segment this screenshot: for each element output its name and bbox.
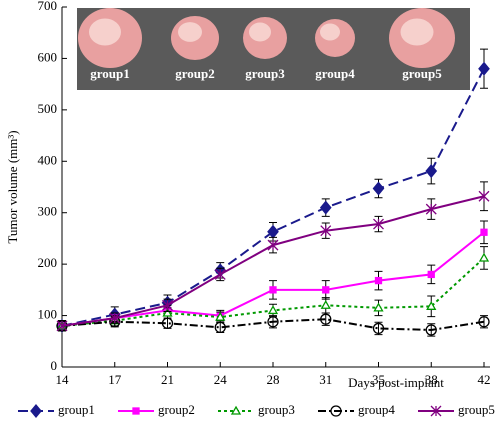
y-axis-label: Tumor volume (mm³) [5, 130, 20, 243]
data-point [372, 181, 385, 196]
legend-marker [430, 405, 442, 417]
y-tick-label: 500 [38, 101, 58, 116]
error-bar [374, 321, 383, 336]
legend-label: group4 [358, 402, 395, 417]
legend-marker [30, 403, 42, 419]
inset-label: group1 [90, 66, 130, 81]
legend-label: group2 [158, 402, 195, 417]
data-point [161, 317, 174, 329]
x-tick-label: 14 [56, 372, 70, 387]
data-point [56, 320, 68, 332]
data-point [374, 276, 383, 285]
x-tick-label: 35 [372, 372, 385, 387]
data-point [322, 286, 330, 294]
tumor-highlight [400, 18, 434, 46]
data-point [425, 324, 437, 336]
legend-marker [230, 405, 242, 415]
data-point [427, 270, 435, 279]
data-point [214, 268, 226, 280]
data-point [214, 321, 226, 334]
x-tick-label: 17 [108, 372, 122, 387]
data-point [162, 307, 173, 317]
data-point [320, 299, 331, 309]
data-point [425, 203, 437, 215]
data-point [426, 301, 437, 310]
x-tick-label: 28 [267, 372, 280, 387]
legend-marker [132, 407, 140, 415]
inset-label: group4 [315, 66, 355, 81]
data-point [478, 61, 490, 76]
data-point [478, 190, 490, 202]
tumor-highlight [249, 22, 271, 42]
series-line [61, 318, 485, 331]
tumor-highlight [320, 23, 340, 41]
data-point [267, 305, 279, 315]
inset-label: group3 [245, 66, 285, 81]
y-tick-label: 400 [38, 152, 58, 167]
data-point [319, 200, 332, 215]
x-tick-label: 31 [319, 372, 332, 387]
data-point [215, 311, 226, 321]
x-tick-label: 24 [214, 372, 228, 387]
data-point [480, 228, 488, 236]
data-point [425, 164, 438, 179]
legend-label: group1 [58, 402, 95, 417]
y-tick-label: 100 [38, 307, 58, 322]
data-point [269, 286, 277, 294]
x-axis-label: Days post-implant [348, 375, 444, 390]
data-point [372, 322, 385, 335]
data-point [478, 316, 490, 328]
inset-label: group5 [402, 66, 442, 81]
x-tick-label: 21 [161, 372, 174, 387]
x-tick-label: 38 [425, 372, 438, 387]
y-tick-label: 600 [38, 49, 58, 64]
y-tick-label: 0 [51, 358, 58, 373]
data-point [320, 313, 332, 325]
data-point [162, 299, 173, 311]
data-point [267, 224, 279, 239]
inset-label: group2 [175, 66, 215, 81]
data-point [478, 252, 490, 262]
y-tick-label: 700 [38, 0, 58, 13]
tumor-highlight [89, 18, 121, 46]
error-bar [321, 312, 330, 326]
legend-marker [330, 405, 342, 417]
tumor-highlight [178, 22, 202, 42]
data-point [267, 316, 279, 328]
legend-label: group3 [258, 402, 295, 417]
y-tick-label: 300 [38, 204, 58, 219]
data-point [320, 225, 332, 237]
data-point [373, 218, 384, 230]
legend-label: group5 [458, 402, 495, 417]
data-point [267, 239, 279, 251]
data-point [373, 302, 384, 312]
x-tick-label: 42 [478, 372, 491, 387]
y-tick-label: 200 [38, 255, 58, 270]
data-point [109, 312, 121, 324]
error-bar [480, 315, 488, 329]
